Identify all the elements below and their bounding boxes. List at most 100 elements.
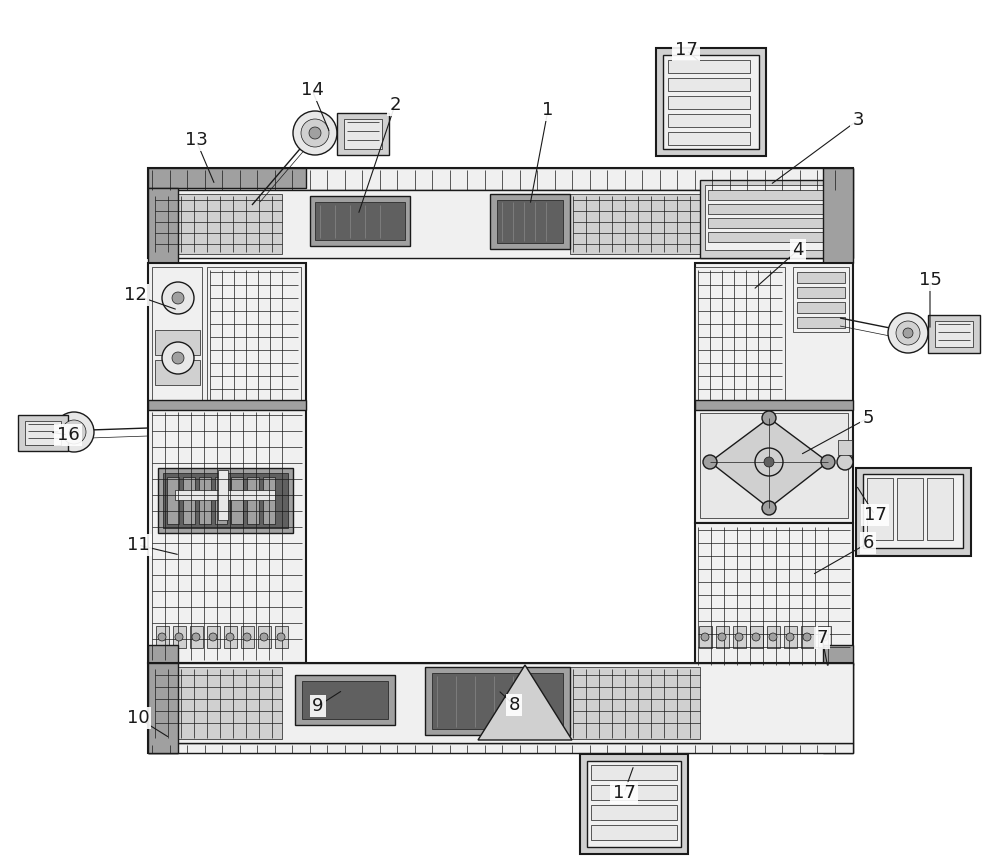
Circle shape	[837, 454, 853, 470]
Polygon shape	[710, 418, 828, 508]
Circle shape	[243, 633, 251, 641]
Bar	[700, 180, 848, 258]
Circle shape	[755, 448, 783, 476]
Bar	[148, 663, 178, 753]
Text: 17: 17	[613, 784, 635, 802]
Circle shape	[762, 501, 776, 515]
Text: 9: 9	[312, 697, 324, 715]
Bar	[867, 478, 893, 540]
Bar	[897, 478, 923, 540]
Bar	[190, 626, 203, 648]
Bar	[148, 400, 306, 410]
Text: 4: 4	[792, 241, 804, 259]
Bar	[668, 78, 750, 91]
Bar	[570, 194, 700, 254]
Bar	[797, 287, 845, 298]
Circle shape	[293, 111, 337, 155]
Bar	[218, 470, 228, 520]
Bar	[155, 330, 200, 355]
Bar	[801, 626, 814, 648]
Text: 13: 13	[185, 131, 207, 149]
Bar	[823, 645, 853, 665]
Circle shape	[762, 411, 776, 425]
Text: 8: 8	[508, 696, 520, 714]
Circle shape	[764, 457, 774, 467]
Text: 6: 6	[862, 534, 874, 552]
Bar	[823, 168, 853, 263]
Circle shape	[888, 313, 928, 353]
Bar	[668, 60, 750, 73]
Circle shape	[701, 633, 709, 641]
Text: 16: 16	[57, 426, 79, 444]
Bar	[241, 626, 254, 648]
Bar	[797, 272, 845, 283]
Bar	[695, 263, 853, 406]
Bar	[784, 626, 797, 648]
Bar	[302, 681, 388, 719]
Bar	[497, 200, 563, 243]
Bar	[183, 477, 195, 524]
Bar	[247, 477, 259, 524]
Bar	[705, 185, 843, 250]
Bar	[797, 317, 845, 328]
Circle shape	[752, 633, 760, 641]
Circle shape	[172, 292, 184, 304]
Bar	[927, 478, 953, 540]
Bar	[173, 626, 186, 648]
Bar	[668, 96, 750, 109]
Bar	[148, 663, 853, 753]
Bar	[591, 785, 677, 800]
Bar	[700, 413, 848, 518]
Circle shape	[735, 633, 743, 641]
Bar	[175, 490, 275, 500]
Circle shape	[896, 321, 920, 345]
Bar	[148, 663, 178, 753]
Bar	[490, 194, 570, 249]
Bar	[295, 675, 395, 725]
Bar	[695, 400, 853, 410]
Bar	[148, 743, 853, 753]
Bar	[148, 190, 853, 258]
Bar	[224, 626, 237, 648]
Circle shape	[821, 455, 835, 469]
Bar	[668, 132, 750, 145]
Bar	[928, 315, 980, 353]
Bar	[158, 468, 293, 533]
Bar	[863, 474, 963, 548]
Text: 5: 5	[862, 409, 874, 427]
Bar	[668, 114, 750, 127]
Circle shape	[158, 633, 166, 641]
Bar	[591, 805, 677, 820]
Circle shape	[62, 420, 86, 444]
Circle shape	[175, 633, 183, 641]
Bar	[148, 645, 178, 665]
Bar	[275, 626, 288, 648]
Text: 15: 15	[919, 271, 941, 289]
Bar	[733, 626, 746, 648]
Text: 7: 7	[816, 629, 828, 647]
Circle shape	[277, 633, 285, 641]
Text: 17: 17	[864, 506, 886, 524]
Bar	[823, 663, 853, 753]
Bar	[148, 168, 306, 188]
Bar	[695, 408, 853, 523]
Bar	[695, 267, 785, 402]
Circle shape	[192, 633, 200, 641]
Circle shape	[162, 282, 194, 314]
Bar	[163, 473, 288, 528]
Text: 17: 17	[675, 41, 697, 59]
Circle shape	[309, 127, 321, 139]
Bar	[797, 302, 845, 313]
Bar	[432, 673, 563, 729]
Bar	[587, 761, 681, 847]
Circle shape	[226, 633, 234, 641]
Text: 11: 11	[127, 536, 149, 554]
Bar	[570, 667, 700, 739]
Bar	[699, 626, 712, 648]
Bar	[258, 626, 271, 648]
Bar	[155, 360, 200, 385]
Bar	[215, 477, 227, 524]
Circle shape	[820, 633, 828, 641]
Circle shape	[769, 633, 777, 641]
Bar	[310, 196, 410, 246]
